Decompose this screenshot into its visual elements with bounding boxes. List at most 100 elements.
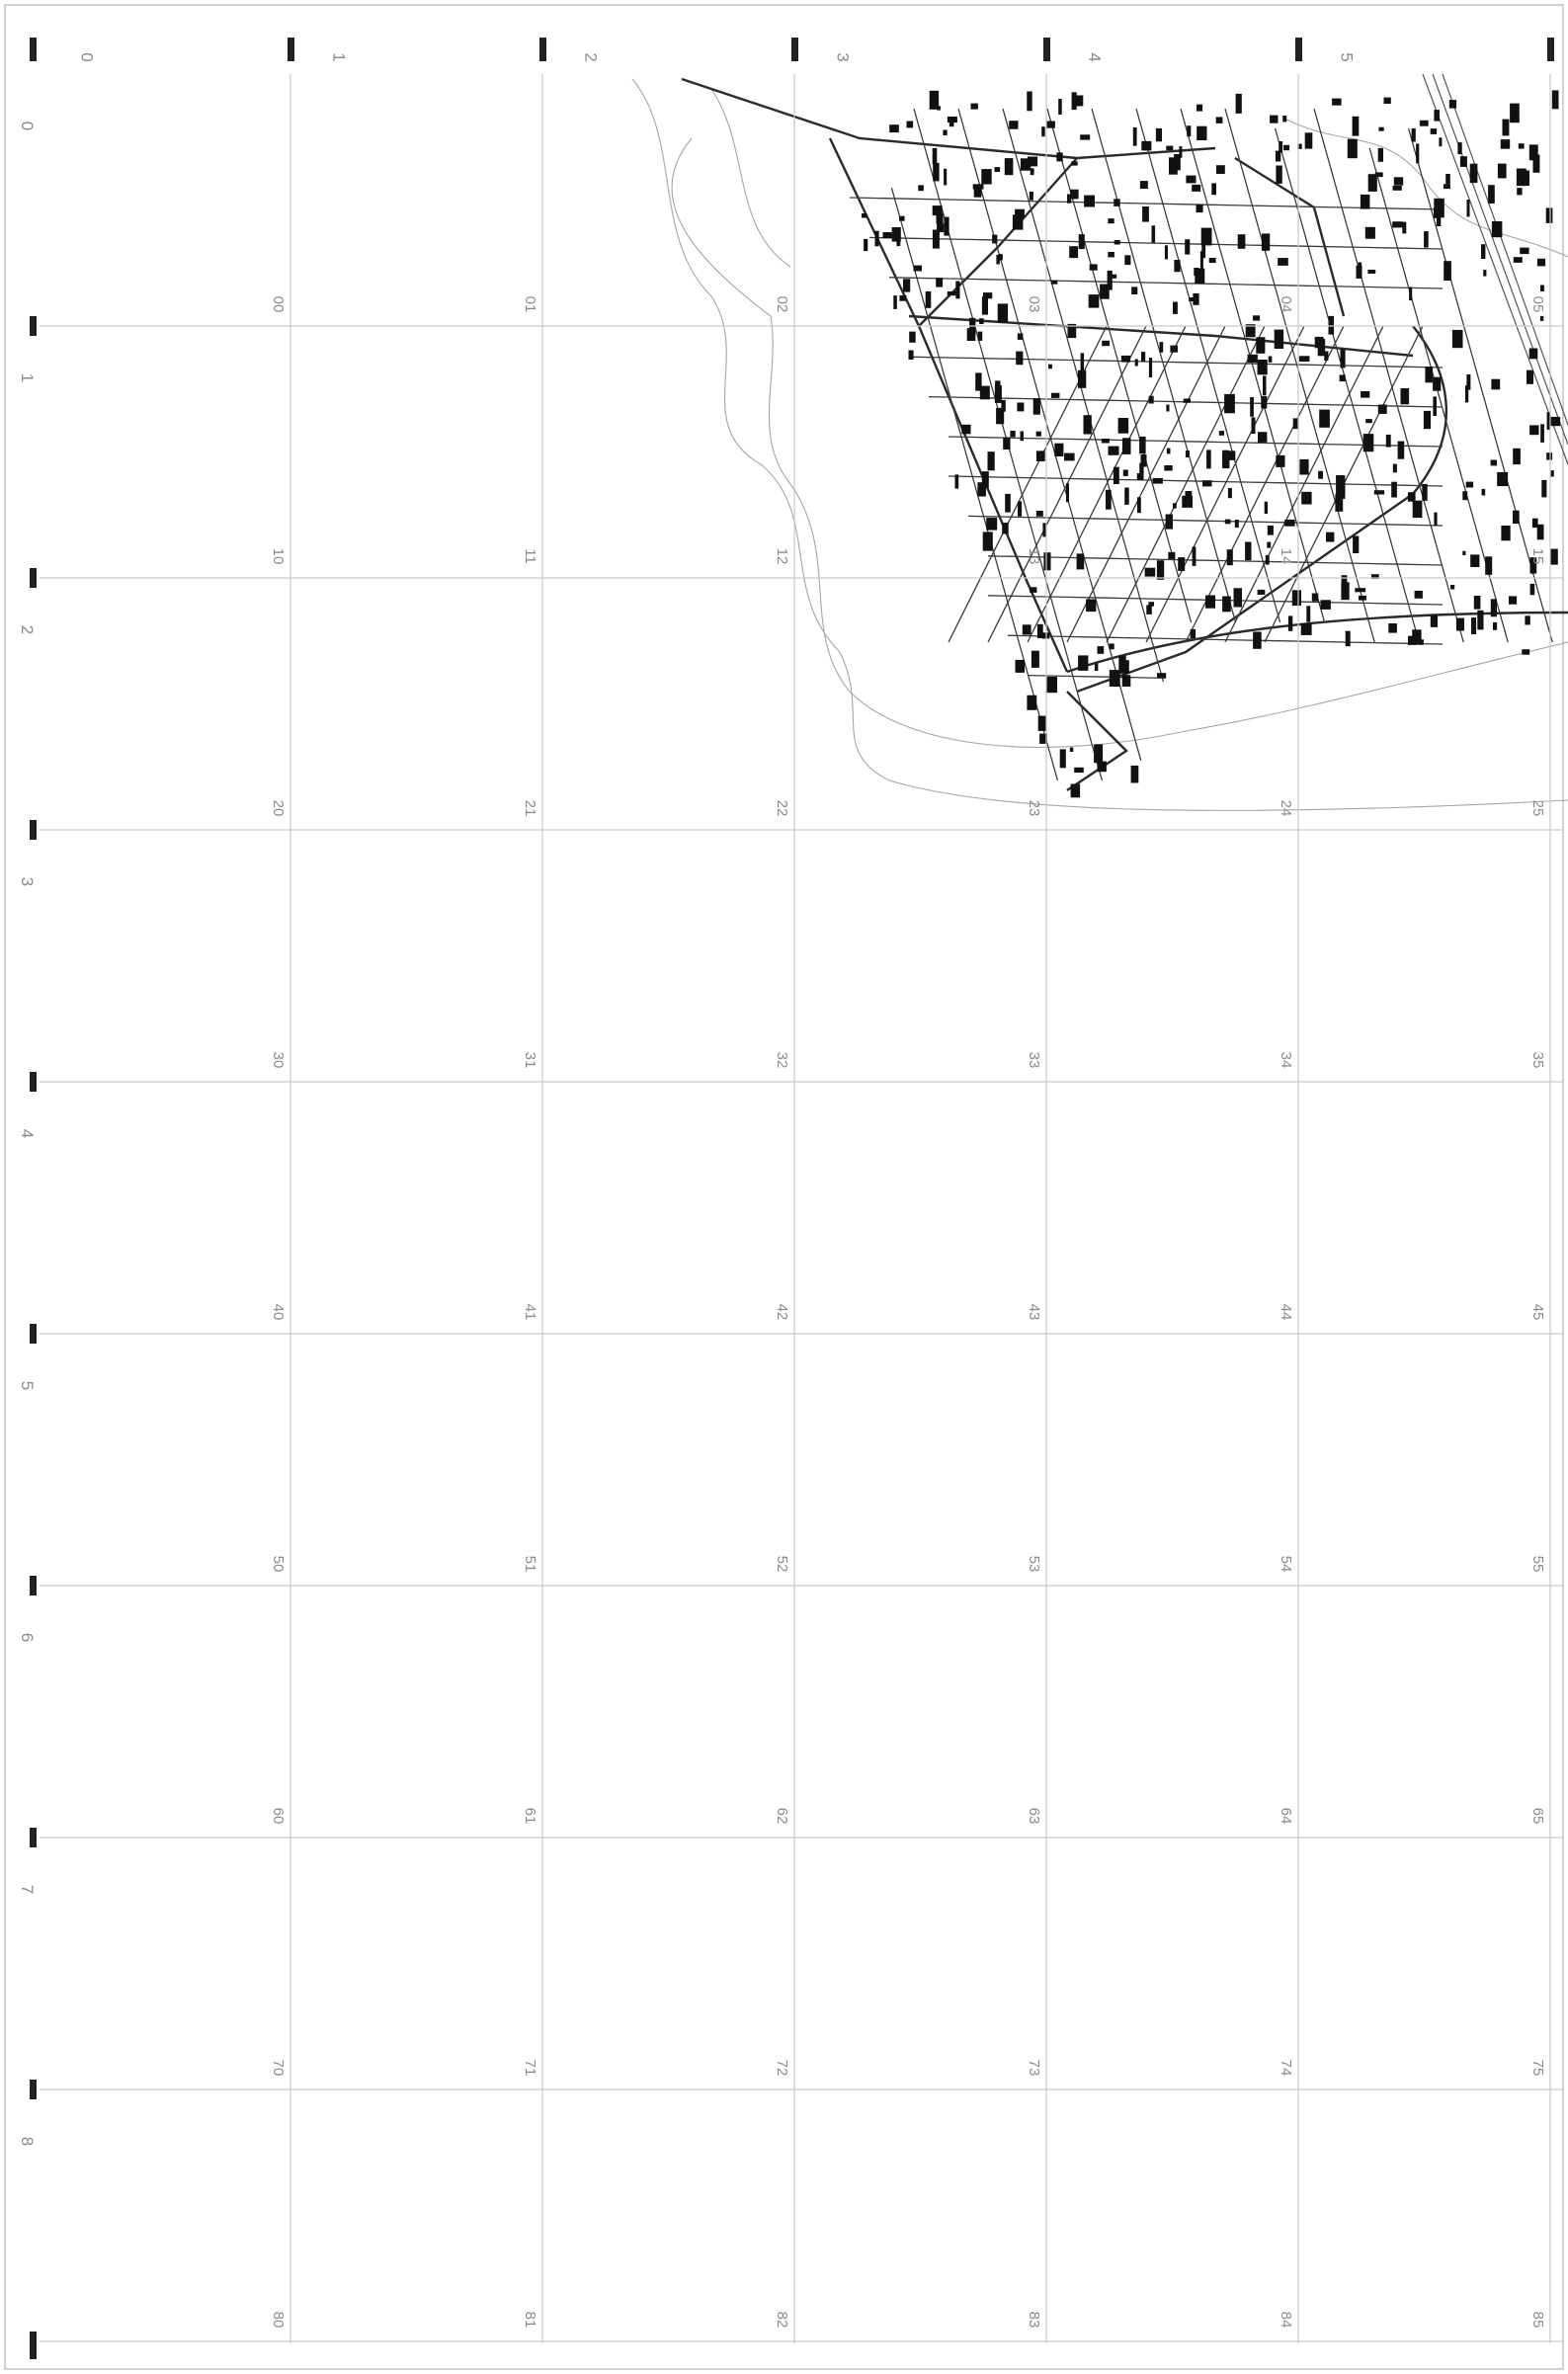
cell-label: 32	[774, 1052, 790, 1069]
building	[1391, 481, 1397, 498]
building	[1134, 359, 1138, 367]
building	[1078, 655, 1089, 671]
street	[957, 108, 1142, 762]
building	[954, 474, 959, 489]
cell-label: 24	[1278, 800, 1294, 817]
cell-label: 10	[270, 548, 287, 565]
building	[1197, 125, 1207, 140]
cell-label: 33	[1026, 1052, 1042, 1069]
grid-ticks	[30, 38, 1554, 2359]
building	[1393, 177, 1404, 186]
building	[1298, 356, 1310, 362]
building	[1522, 649, 1530, 655]
building	[1525, 170, 1529, 186]
building	[1528, 144, 1538, 161]
building	[1518, 143, 1525, 149]
building	[1481, 488, 1486, 496]
building	[1078, 234, 1085, 250]
building	[1003, 437, 1011, 450]
building	[1267, 541, 1272, 548]
building	[1141, 352, 1146, 362]
building	[882, 232, 892, 239]
coastline	[631, 78, 1568, 811]
building	[1283, 144, 1290, 151]
building	[937, 223, 945, 233]
building	[1510, 103, 1520, 123]
building	[1416, 143, 1420, 164]
building	[1069, 246, 1079, 259]
street	[1224, 108, 1375, 643]
building	[1469, 163, 1478, 184]
street	[890, 187, 1059, 781]
cell-label: 50	[270, 1556, 287, 1573]
building	[998, 254, 1003, 261]
building	[1400, 388, 1410, 405]
cell-label: 60	[270, 1808, 287, 1825]
building	[1080, 353, 1085, 371]
building	[1114, 199, 1120, 206]
building	[1549, 416, 1561, 427]
building	[1215, 117, 1223, 123]
building	[1064, 452, 1075, 461]
building	[1328, 315, 1335, 335]
building	[1320, 600, 1331, 610]
building	[1540, 285, 1544, 291]
building	[1051, 392, 1060, 398]
building	[981, 296, 988, 315]
tick-marker	[30, 38, 37, 61]
building	[1227, 488, 1232, 499]
row-index-label: 3	[18, 877, 37, 886]
building	[1304, 132, 1313, 149]
building	[1206, 450, 1211, 469]
building	[1540, 424, 1544, 443]
building	[1267, 526, 1274, 535]
street	[908, 356, 1444, 368]
building	[1311, 593, 1319, 602]
building	[1066, 483, 1069, 503]
building	[1237, 234, 1246, 249]
cell-label: 03	[1026, 296, 1042, 313]
column-index-label: 3	[834, 52, 853, 61]
cell-label: 00	[270, 296, 287, 313]
building	[1318, 470, 1323, 479]
building	[1444, 261, 1451, 282]
building	[864, 238, 868, 252]
cell-label: 01	[522, 296, 538, 313]
building	[896, 237, 901, 247]
building	[1297, 143, 1302, 149]
building	[961, 424, 971, 435]
cell-label: 51	[522, 1556, 538, 1573]
building	[1465, 385, 1469, 403]
building	[1109, 643, 1114, 650]
railway-line	[1422, 73, 1568, 465]
building	[977, 331, 983, 341]
building	[1224, 393, 1235, 414]
cell-label: 54	[1278, 1556, 1294, 1573]
building	[1529, 583, 1535, 596]
cell-label: 52	[774, 1556, 790, 1573]
main-road	[918, 157, 1078, 327]
tick-marker	[1043, 38, 1050, 61]
building	[1324, 351, 1329, 361]
cell-label: 72	[774, 2060, 790, 2077]
building	[1525, 615, 1530, 625]
building	[973, 185, 982, 198]
building	[1551, 90, 1559, 110]
street	[868, 236, 1444, 250]
building	[1018, 501, 1023, 517]
main-road	[1066, 611, 1568, 674]
building	[1076, 553, 1085, 570]
building	[1483, 270, 1487, 277]
building	[1509, 596, 1518, 605]
building	[1124, 487, 1129, 505]
building	[1020, 158, 1032, 171]
building	[1094, 663, 1099, 671]
street	[967, 515, 1444, 527]
building	[1020, 431, 1024, 442]
building	[1069, 747, 1074, 752]
building	[862, 213, 867, 218]
building	[1284, 519, 1295, 527]
building	[1146, 605, 1152, 614]
building	[1015, 659, 1025, 673]
building	[1156, 560, 1165, 580]
